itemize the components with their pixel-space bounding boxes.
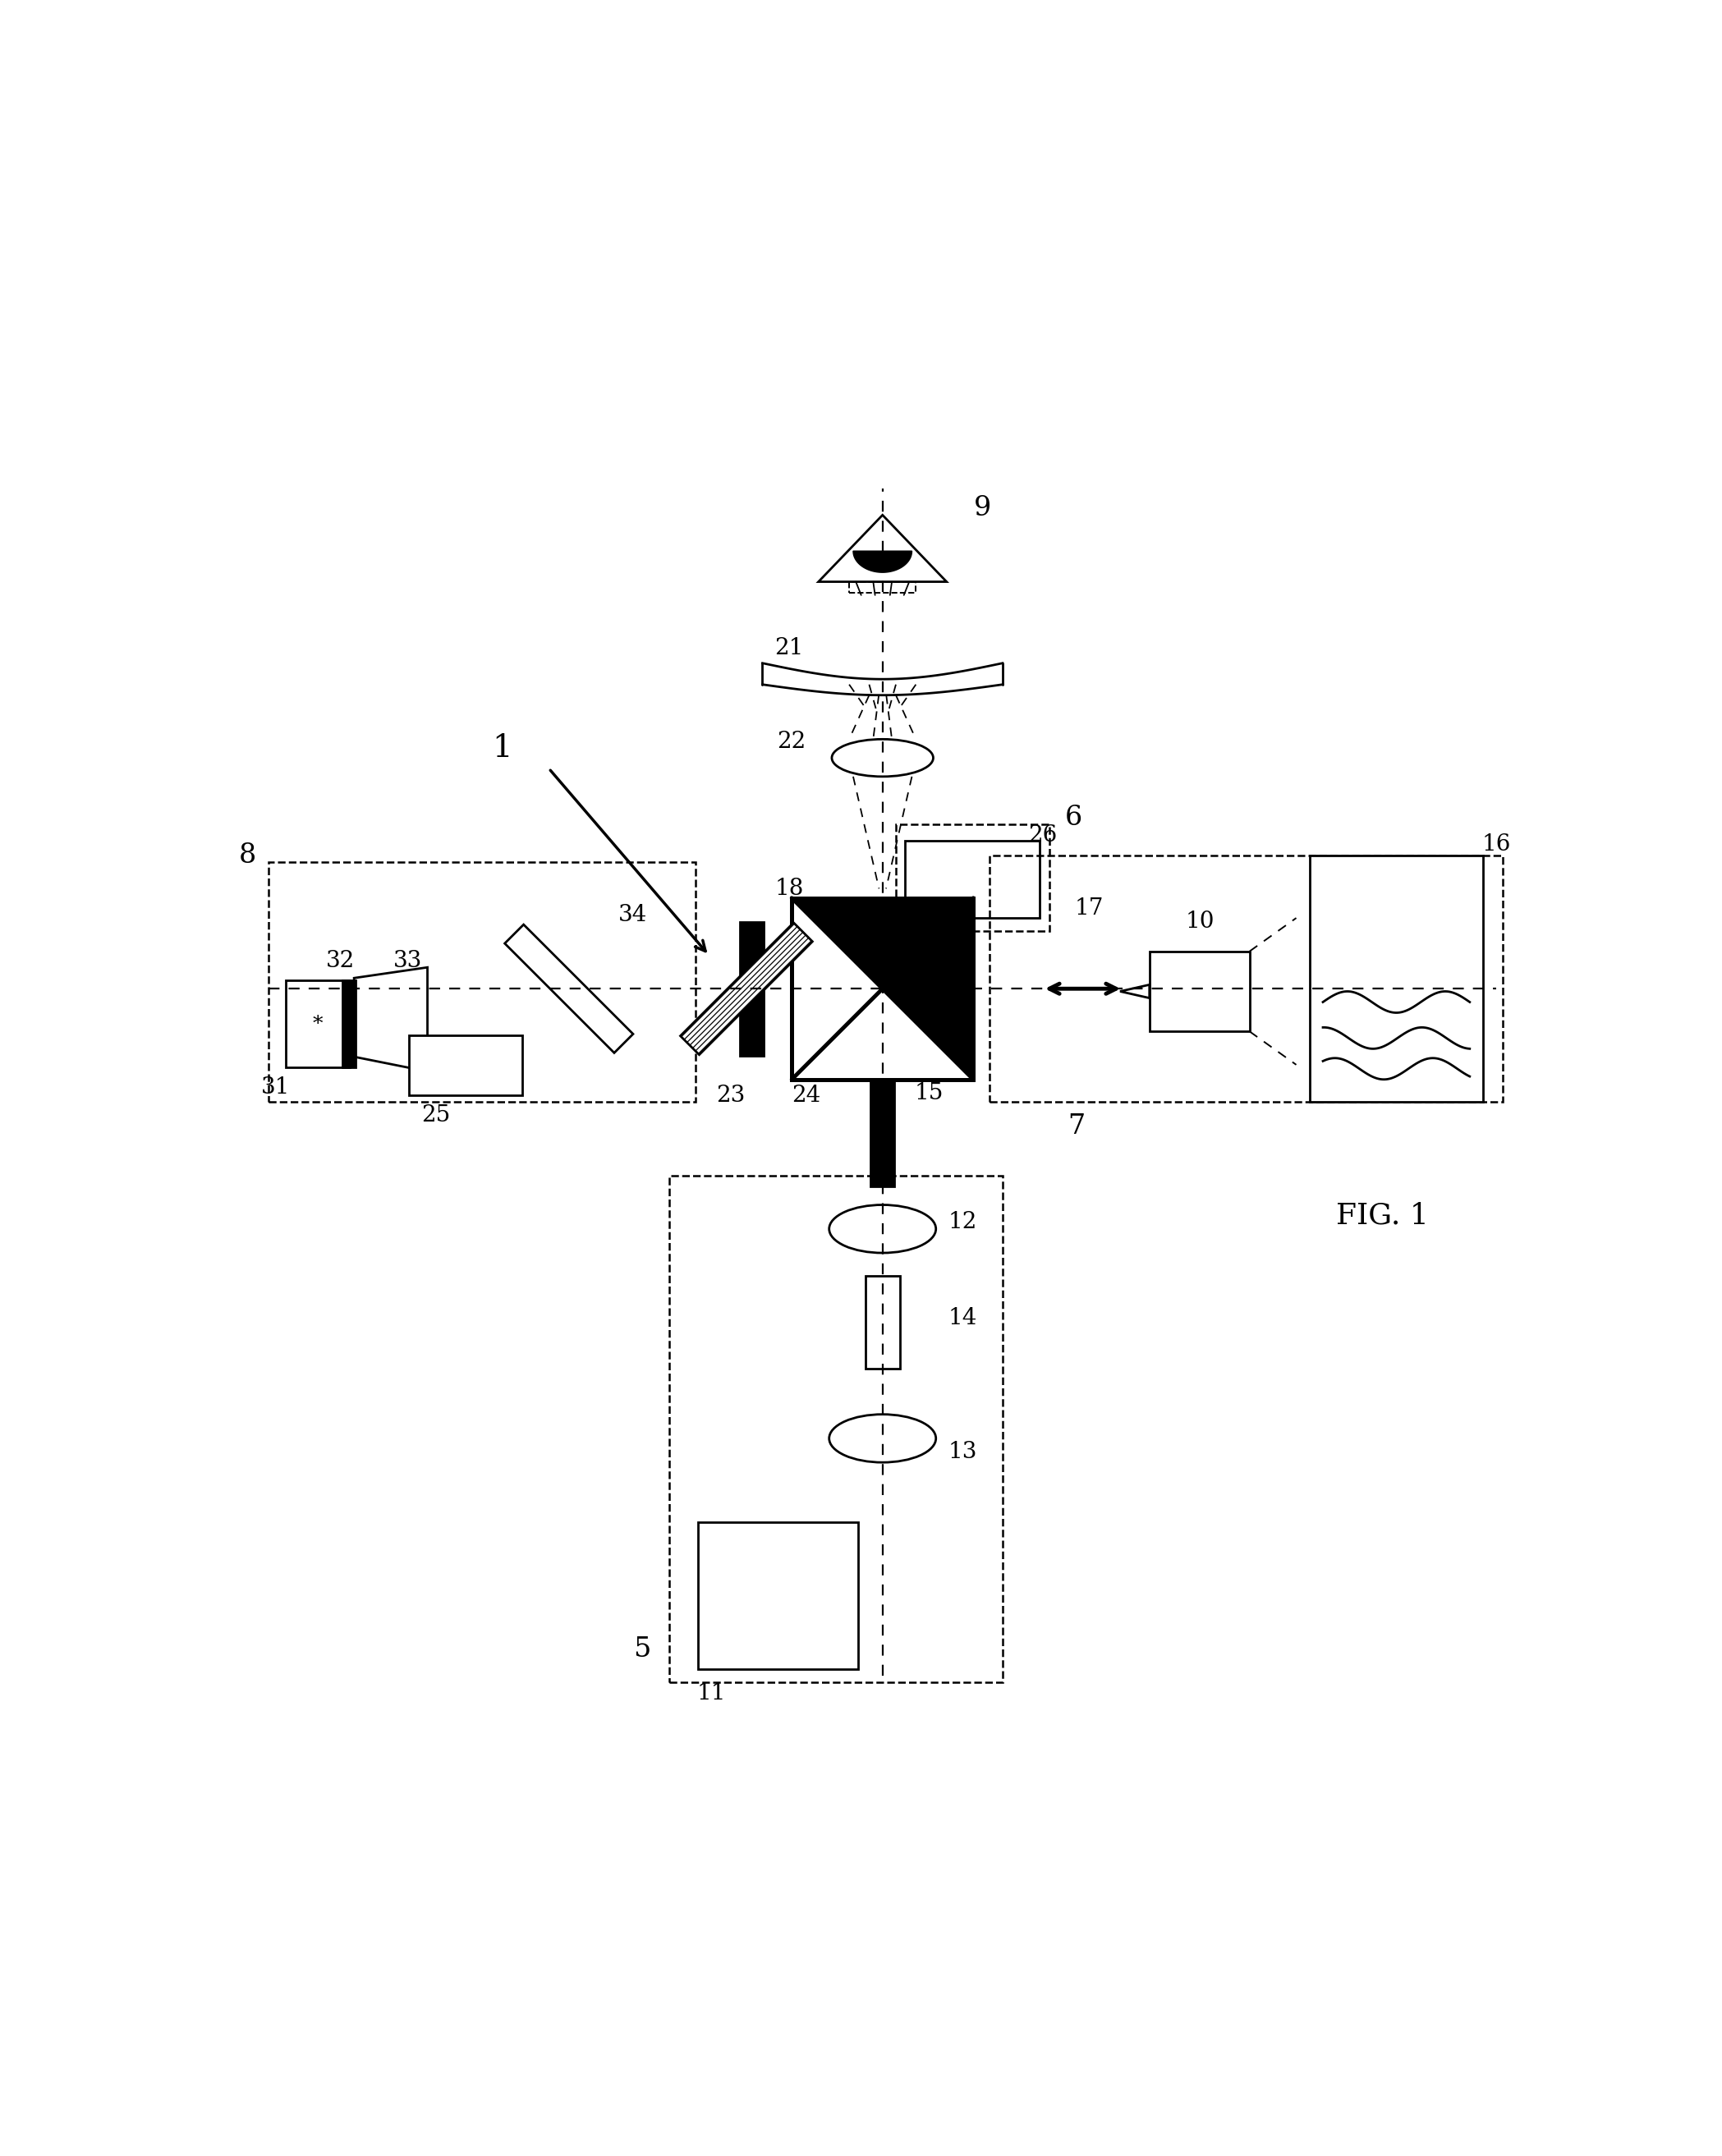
Text: FIG. 1: FIG. 1: [1336, 1201, 1429, 1229]
Polygon shape: [792, 899, 973, 1080]
Bar: [792, 899, 973, 1080]
Bar: [1150, 951, 1250, 1031]
Text: 13: 13: [949, 1440, 976, 1462]
Text: 14: 14: [949, 1307, 976, 1330]
Text: 6: 6: [1064, 804, 1081, 830]
Text: 25: 25: [420, 1104, 449, 1128]
Bar: [699, 1522, 859, 1669]
Text: 34: 34: [618, 903, 647, 927]
Bar: [286, 981, 350, 1067]
Text: 23: 23: [716, 1084, 746, 1106]
Bar: [988, 856, 1503, 1102]
Text: 33: 33: [393, 949, 422, 972]
Text: 31: 31: [260, 1076, 289, 1100]
Text: 11: 11: [697, 1682, 727, 1703]
Text: 8: 8: [239, 843, 257, 869]
Bar: [668, 1175, 1002, 1682]
Bar: [849, 582, 916, 593]
Polygon shape: [680, 923, 813, 1054]
Polygon shape: [1119, 985, 1150, 998]
Bar: [871, 1080, 894, 1186]
Text: 21: 21: [775, 638, 804, 660]
Bar: [1309, 856, 1483, 1102]
Text: 9: 9: [975, 496, 992, 522]
Text: 12: 12: [949, 1212, 976, 1233]
Text: 24: 24: [792, 1084, 821, 1106]
Polygon shape: [852, 552, 913, 571]
Text: 32: 32: [325, 949, 355, 972]
Text: 15: 15: [914, 1082, 944, 1104]
Text: 10: 10: [1185, 910, 1214, 934]
Text: 1: 1: [492, 733, 511, 763]
Text: 7: 7: [1068, 1112, 1085, 1138]
Text: 22: 22: [777, 731, 806, 752]
Bar: [792, 899, 973, 1080]
Bar: [408, 1035, 522, 1095]
Bar: [343, 981, 355, 1067]
Text: 26: 26: [1028, 824, 1057, 847]
Text: 17: 17: [1075, 897, 1104, 921]
Bar: [864, 1276, 901, 1369]
Text: 16: 16: [1483, 834, 1510, 856]
Text: *: *: [313, 1015, 324, 1033]
Bar: [740, 923, 765, 1056]
Bar: [906, 841, 1040, 918]
Text: 18: 18: [775, 877, 804, 899]
Text: 5: 5: [634, 1636, 651, 1662]
Bar: [895, 824, 1049, 931]
Bar: [269, 862, 696, 1102]
